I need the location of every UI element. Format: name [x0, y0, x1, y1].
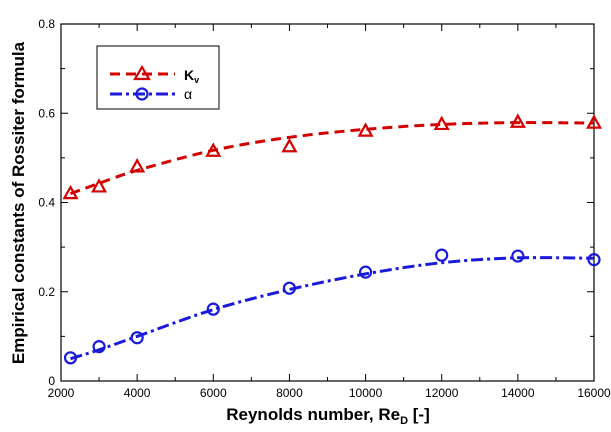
x-tick-label: 2000: [48, 386, 75, 400]
data-point-kv: [433, 115, 450, 131]
x-axis-title-subscript: D: [400, 415, 408, 427]
y-tick-label: 0: [48, 374, 55, 388]
x-tick-label: 10000: [349, 386, 383, 400]
y-axis-title: Empirical constants of Rossiter formula: [9, 41, 28, 364]
x-axis-title-suffix: [-]: [408, 405, 430, 424]
data-point-kv: [62, 184, 79, 200]
series-line-kv: [69, 121, 595, 196]
data-point-kv: [129, 158, 146, 173]
x-tick-label: 12000: [425, 386, 459, 400]
data-point-alpha: [435, 248, 449, 262]
legend-marker-alpha: [135, 87, 149, 101]
data-point-alpha: [282, 281, 297, 295]
y-tick-label: 0.8: [38, 17, 55, 31]
data-point-alpha: [63, 351, 78, 365]
data-point-alpha: [511, 249, 525, 263]
legend-marker-kv: [133, 64, 151, 81]
y-tick-label: 0.6: [38, 106, 55, 120]
x-tick-label: 4000: [124, 386, 151, 400]
legend-label-kv: Kv: [184, 67, 199, 85]
data-point-alpha: [92, 340, 106, 354]
legend-label-kv-subscript: v: [194, 75, 199, 85]
data-point-kv: [509, 113, 526, 128]
data-point-alpha: [206, 302, 220, 316]
series-line-alpha: [70, 256, 595, 361]
data-point-alpha: [130, 331, 144, 345]
x-tick-label: 14000: [501, 386, 535, 400]
data-point-kv: [281, 137, 298, 153]
data-point-kv: [357, 122, 374, 137]
x-tick-label: 8000: [276, 386, 303, 400]
y-tick-label: 0.2: [38, 285, 55, 299]
x-tick-label: 16000: [577, 386, 611, 400]
legend: Kv α: [96, 45, 220, 110]
data-point-alpha: [358, 265, 373, 279]
data-point-alpha: [587, 253, 601, 267]
legend-label-alpha: α: [184, 86, 192, 102]
data-point-kv: [91, 178, 108, 193]
y-tick-label: 0.4: [38, 196, 55, 210]
legend-box: [96, 45, 220, 110]
x-tick-label: 6000: [200, 386, 227, 400]
data-point-kv: [585, 114, 603, 129]
x-axis-title: Reynolds number, ReD [-]: [226, 405, 430, 427]
legend-label-kv-main: K: [184, 67, 194, 83]
data-point-kv: [205, 142, 222, 157]
x-axis-title-main: Reynolds number, Re: [226, 405, 400, 424]
